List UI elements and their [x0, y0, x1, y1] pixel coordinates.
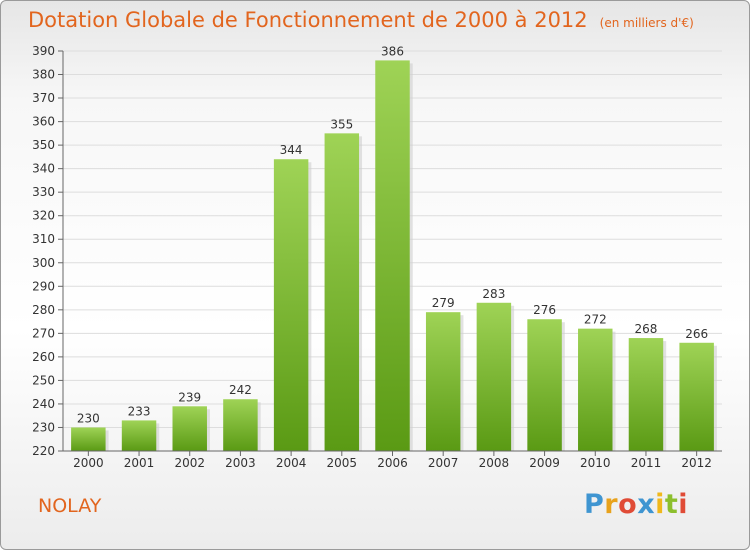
chart-title-text: Dotation Globale de Fonctionnement de 20…	[28, 8, 588, 32]
x-tick-label: 2009	[529, 456, 560, 470]
bar	[121, 420, 157, 451]
y-tick-label: 290	[32, 279, 55, 293]
y-tick-label: 220	[32, 444, 55, 458]
y-tick-label: 370	[32, 91, 55, 105]
chart-subtitle: (en milliers d'€)	[599, 16, 694, 30]
data-label: 239	[178, 390, 201, 404]
data-label: 344	[280, 143, 303, 157]
y-tick-label: 320	[32, 209, 55, 223]
data-label: 266	[685, 327, 708, 341]
y-tick-label: 330	[32, 185, 55, 199]
x-tick-label: 2012	[681, 456, 712, 470]
x-tick-label: 2004	[276, 456, 307, 470]
data-label: 386	[381, 44, 404, 58]
y-tick-label: 270	[32, 326, 55, 340]
y-tick-label: 280	[32, 303, 55, 317]
bar	[172, 406, 207, 451]
data-label: 268	[635, 322, 658, 336]
y-tick-label: 360	[32, 115, 55, 129]
x-tick-label: 2007	[428, 456, 459, 470]
x-tick-label: 2002	[174, 456, 205, 470]
x-tick-label: 2008	[479, 456, 510, 470]
data-label: 272	[584, 313, 607, 327]
x-tick-label: 2000	[73, 456, 104, 470]
logo-letter: t	[664, 489, 679, 520]
data-label: 276	[533, 303, 556, 317]
logo-letter: x	[637, 489, 656, 520]
y-tick-label: 230	[32, 420, 55, 434]
logo-letter: i	[655, 489, 665, 520]
chart-title: Dotation Globale de Fonctionnement de 20…	[28, 8, 694, 32]
x-tick-label: 2011	[631, 456, 662, 470]
y-tick-label: 250	[32, 373, 55, 387]
bar	[324, 133, 360, 451]
y-tick-label: 300	[32, 256, 55, 270]
axes: 220 230 240 250 260 270 280 290 300 310 320 330 340 3…	[32, 44, 722, 470]
bar	[476, 302, 512, 451]
data-label: 230	[77, 411, 100, 425]
data-label: 242	[229, 383, 252, 397]
y-tick-label: 390	[32, 44, 55, 58]
x-tick-label: 2010	[580, 456, 611, 470]
data-labels: 230 233 239 242 344 355 386 279 283 276 272 268 266	[77, 44, 708, 425]
bar	[273, 159, 309, 451]
logo-letter: o	[618, 489, 638, 520]
y-tick-label: 260	[32, 350, 55, 364]
bar	[628, 338, 664, 451]
logo-letter: i	[678, 489, 689, 520]
y-tick-label: 240	[32, 397, 55, 411]
y-tick-label: 350	[32, 138, 55, 152]
data-label: 355	[330, 117, 353, 131]
x-tick-label: 2006	[377, 456, 408, 470]
data-label: 283	[482, 287, 505, 301]
bar	[425, 312, 461, 451]
bars	[71, 60, 717, 451]
y-tick-label: 380	[32, 68, 55, 82]
data-label: 279	[432, 296, 455, 310]
commune-name: NOLAY	[38, 495, 102, 517]
bar	[679, 342, 714, 451]
y-tick-label: 340	[32, 162, 55, 176]
logo-letter: r	[604, 489, 619, 520]
x-tick-label: 2003	[225, 456, 256, 470]
proxiti-logo[interactable]: Proxiti	[584, 489, 688, 520]
bar	[223, 399, 258, 451]
x-tick-label: 2001	[124, 456, 155, 470]
y-tick-label: 310	[32, 232, 55, 246]
x-tick-label: 2005	[327, 456, 358, 470]
bar	[578, 328, 613, 451]
data-label: 233	[128, 404, 151, 418]
logo-letter: P	[584, 489, 605, 520]
bar	[375, 60, 410, 451]
bar	[71, 427, 106, 451]
bar	[527, 319, 562, 451]
